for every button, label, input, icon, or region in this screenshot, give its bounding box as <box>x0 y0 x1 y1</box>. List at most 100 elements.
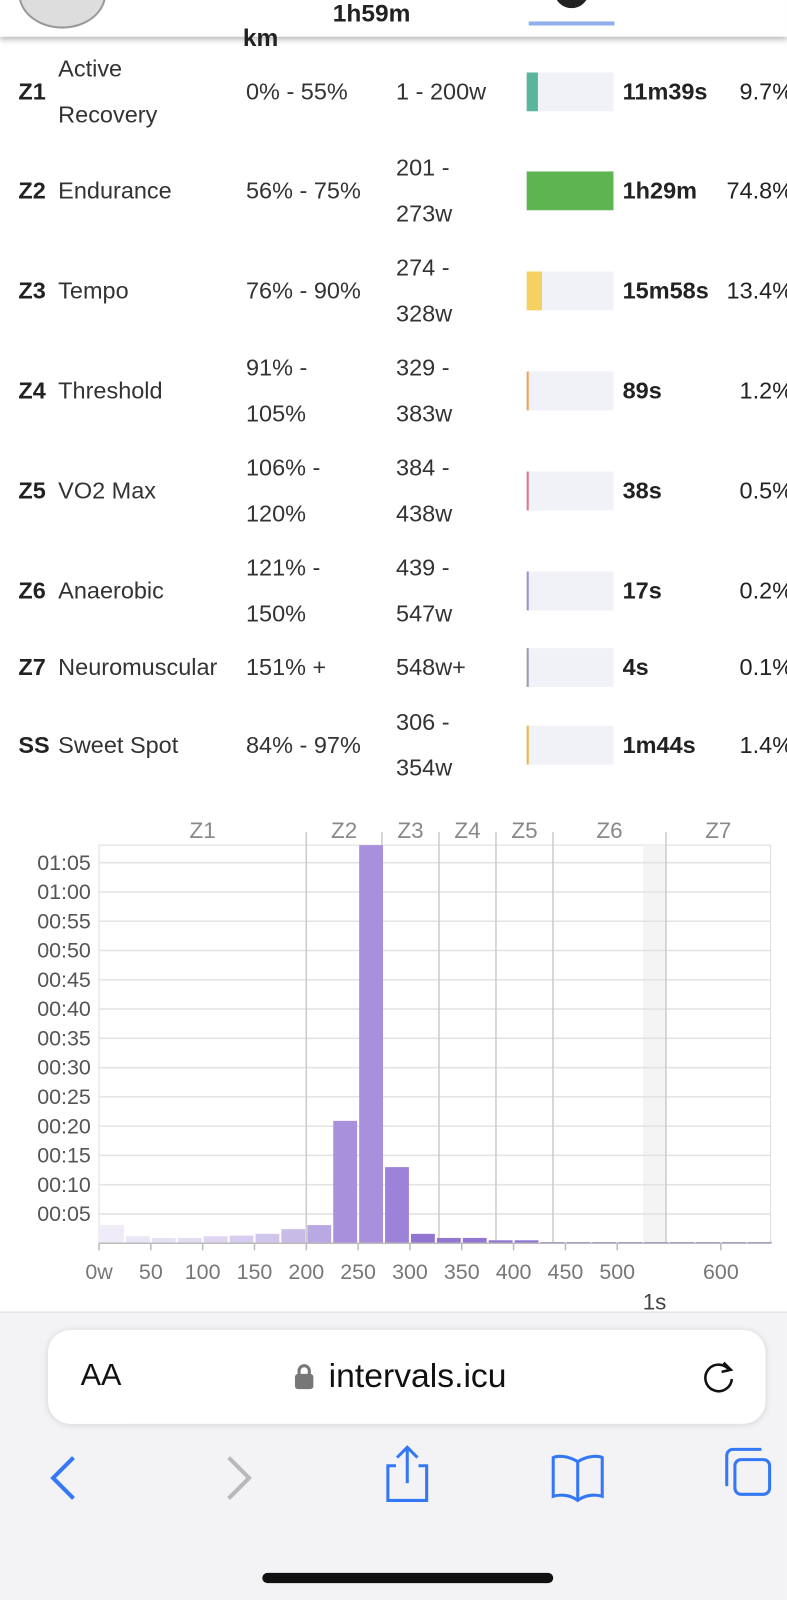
zone-watts: 548w+ <box>396 653 466 681</box>
zone-percent-ftp: 121% - 150% <box>245 554 321 627</box>
zone-label: Z6 <box>596 818 622 843</box>
zone-id: Z5 <box>18 477 46 504</box>
x-tick-label: 300 <box>392 1260 428 1284</box>
zone-name: Endurance <box>58 177 172 204</box>
tab-underline <box>528 21 615 26</box>
y-tick-label: 00:05 <box>37 1202 91 1226</box>
zone-time: 1m44s <box>622 731 696 758</box>
y-tick-label: 00:40 <box>37 997 91 1021</box>
zone-bar-track <box>526 725 614 765</box>
distance-unit: km <box>242 24 279 53</box>
zone-name: Threshold <box>58 377 163 404</box>
zone-bar <box>526 72 538 112</box>
zone-id: Z1 <box>18 78 46 105</box>
x-tick-label: 0w <box>85 1260 113 1284</box>
zone-watts: 274 - 328w <box>396 254 453 327</box>
y-tick-label: 00:45 <box>37 968 91 992</box>
histogram-bar <box>203 1236 228 1244</box>
x-tick-label: 100 <box>185 1260 221 1284</box>
zone-bar <box>526 371 529 411</box>
y-tick-label: 00:25 <box>37 1085 91 1109</box>
x-tick-label: 200 <box>288 1260 324 1284</box>
zone-percent-ftp: 91% - 105% <box>245 354 308 427</box>
tab-icon[interactable] <box>554 0 589 9</box>
zone-watts: 439 - 547w <box>396 554 453 627</box>
zone-percent-ftp: 106% - 120% <box>245 454 321 527</box>
text-size-button[interactable]: AA <box>80 1358 122 1393</box>
zone-label: Z7 <box>705 818 731 843</box>
zone-share: 9.7% <box>739 78 787 105</box>
histogram-bar <box>514 1240 539 1244</box>
zone-bar-track <box>526 371 614 411</box>
zone-share: 1.4% <box>739 731 787 758</box>
histogram-bar <box>281 1229 306 1244</box>
avatar <box>18 0 107 29</box>
zone-share: 0.2% <box>739 577 787 604</box>
y-tick-label: 00:15 <box>37 1144 91 1168</box>
zone-time: 4s <box>622 653 649 681</box>
histogram-bar <box>436 1237 461 1244</box>
zone-watts: 201 - 273w <box>396 154 453 227</box>
zone-bar-track <box>526 571 614 611</box>
histogram-bar <box>229 1235 254 1244</box>
nav-icons <box>50 1445 772 1503</box>
x-tick-label: 250 <box>340 1260 376 1284</box>
zone-bar <box>526 648 529 687</box>
y-tick-label: 00:50 <box>37 939 91 963</box>
url-bar[interactable]: AA intervals.icu <box>47 1329 766 1424</box>
hover-band <box>643 845 666 1244</box>
histogram-bar <box>100 1225 124 1244</box>
forward-icon <box>227 1456 252 1500</box>
top-bar: 1h59m km <box>0 0 787 52</box>
share-icon[interactable] <box>386 1445 429 1502</box>
y-tick-label: 00:55 <box>37 909 91 933</box>
zone-row: Z3 Tempo 76% - 90% 274 - 328w 15m58s 13.4% <box>0 240 787 342</box>
home-indicator <box>262 1572 554 1584</box>
zone-name: Tempo <box>58 277 129 304</box>
zone-bar <box>526 571 529 611</box>
zone-row: Z4 Threshold 91% - 105% 329 - 383w 89s 1.2% <box>0 340 787 442</box>
y-tick-label: 00:20 <box>37 1114 91 1138</box>
tabs-icon[interactable] <box>725 1447 772 1496</box>
histogram-bar <box>488 1240 513 1244</box>
zone-row: Z5 VO2 Max 106% - 120% 384 - 438w 38s 0.5% <box>0 440 787 542</box>
zone-time: 15m58s <box>622 277 709 304</box>
zone-label: Z5 <box>511 818 537 843</box>
zone-bar-track <box>526 72 614 112</box>
histogram-bar <box>125 1236 150 1244</box>
zone-id: Z6 <box>18 577 46 604</box>
histogram-bar <box>177 1237 202 1244</box>
zone-time: 17s <box>622 577 662 604</box>
zone-row: Z1 Active Recovery 0% - 55% 1 - 200w 11m39s 9… <box>0 41 787 143</box>
x-tick-label: 350 <box>444 1260 480 1284</box>
y-tick-label: 00:10 <box>37 1173 91 1197</box>
zone-bar <box>526 271 543 311</box>
histogram-bar <box>151 1237 176 1244</box>
zone-share: 0.1% <box>739 653 787 681</box>
zone-bar <box>526 471 529 511</box>
histogram-bar <box>333 1120 358 1244</box>
zone-name: Active Recovery <box>58 55 158 128</box>
zone-share: 1.2% <box>739 377 787 404</box>
zone-percent-ftp: 84% - 97% <box>245 731 361 758</box>
zone-percent-ftp: 151% + <box>245 653 327 681</box>
zone-label: Z4 <box>454 818 480 843</box>
zone-bar-track <box>526 271 614 311</box>
zone-bar-track <box>526 171 614 211</box>
zone-label: Z2 <box>331 818 357 843</box>
back-icon[interactable] <box>50 1456 75 1500</box>
zone-share: 13.4% <box>726 277 787 304</box>
reload-icon[interactable] <box>701 1359 738 1396</box>
y-tick-label: 01:00 <box>37 880 91 904</box>
browser-toolbar: AA intervals.icu <box>0 1311 787 1600</box>
bookmarks-icon[interactable] <box>551 1454 604 1503</box>
zone-row: Z7 Neuromuscular 151% + 548w+ 4s 0.1% <box>0 617 787 719</box>
url[interactable]: intervals.icu <box>328 1356 507 1395</box>
zone-time: 38s <box>622 477 662 504</box>
histogram-bar <box>410 1233 435 1244</box>
zone-name: Anaerobic <box>58 577 164 604</box>
plot-background <box>98 844 772 1244</box>
x-tick-label: 450 <box>548 1260 584 1284</box>
